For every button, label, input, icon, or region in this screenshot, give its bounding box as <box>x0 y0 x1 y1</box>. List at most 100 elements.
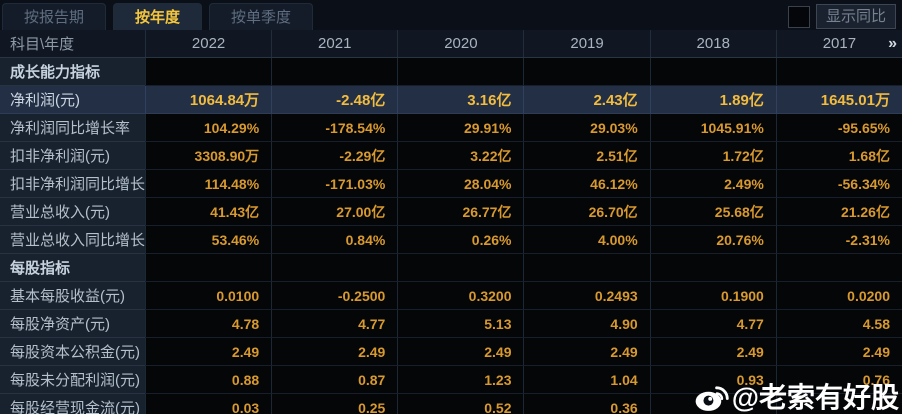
row-label: 基本每股收益(元) <box>0 282 145 310</box>
year-header: 2018 <box>649 30 776 57</box>
cell-value: 1.89亿 <box>649 86 776 114</box>
cell-value: 0.03 <box>145 394 272 414</box>
table-row: 每股未分配利润(元) 0.88 0.87 1.23 1.04 0.93 0.76 <box>0 366 902 394</box>
table-row: 净利润(元) 1064.84万 -2.48亿 3.16亿 2.43亿 1.89亿 1645.… <box>0 86 902 114</box>
cell-value <box>397 254 524 282</box>
cell-value: -2.48亿 <box>271 86 398 114</box>
cell-value: 2.49 <box>271 338 398 366</box>
cell-value: 0.76 <box>775 366 902 394</box>
cell-value: 29.91% <box>397 114 524 142</box>
cell-value: 21.26亿 <box>775 198 902 226</box>
table-row: 每股经营现金流(元) 0.03 0.25 0.52 0.36 <box>0 394 902 414</box>
row-label: 每股指标 <box>0 254 145 282</box>
cell-value: 114.48% <box>145 170 272 198</box>
cell-value <box>649 394 776 414</box>
cell-value: -56.34% <box>775 170 902 198</box>
cell-value: 2.49 <box>649 338 776 366</box>
cell-value: -178.54% <box>271 114 398 142</box>
cell-value: 0.2493 <box>523 282 650 310</box>
cell-value: 46.12% <box>523 170 650 198</box>
cell-value: -2.31% <box>775 226 902 254</box>
cell-value: 1.72亿 <box>649 142 776 170</box>
table-row: 营业总收入同比增长率53.46%0.84%0.26%4.00%20.76%-2.… <box>0 226 902 254</box>
cell-value: 1.68亿 <box>775 142 902 170</box>
cell-value: -95.65% <box>775 114 902 142</box>
row-label: 每股资本公积金(元) <box>0 338 145 366</box>
cell-value: -171.03% <box>271 170 398 198</box>
more-years-icon[interactable]: » <box>888 34 897 52</box>
tab-by-report-period[interactable]: 按报告期 <box>2 3 107 30</box>
cell-value: 0.26% <box>397 226 524 254</box>
period-tabbar: 按报告期 按年度 按单季度 显示同比 <box>0 0 902 30</box>
cell-value <box>775 394 902 414</box>
cell-value: 1645.01万 <box>775 86 902 114</box>
cell-value: -0.2500 <box>271 282 398 310</box>
row-label: 营业总收入同比增长率 <box>0 226 145 254</box>
show-yoy-label[interactable]: 显示同比 <box>815 4 896 29</box>
cell-value: 0.36 <box>523 394 650 414</box>
cell-value: 4.00% <box>523 226 650 254</box>
cell-value: 0.88 <box>145 366 272 394</box>
cell-value: 25.68亿 <box>649 198 776 226</box>
header-subject-year: 科目\年度 <box>10 36 75 53</box>
row-label: 每股经营现金流(元) <box>0 394 145 414</box>
cell-value: 0.93 <box>649 366 776 394</box>
cell-value <box>145 254 272 282</box>
cell-value: 5.13 <box>397 310 524 338</box>
row-label: 扣非净利润同比增长率 <box>0 170 145 198</box>
financial-table: 科目\年度 2022 2021 2020 2019 2018 2017» 成长能力指标 净利… <box>0 30 902 414</box>
row-label: 净利润同比增长率 <box>0 114 145 142</box>
cell-value: 4.77 <box>649 310 776 338</box>
year-header: 2022 <box>145 30 271 57</box>
cell-value: 3308.90万 <box>145 142 272 170</box>
cell-value: 41.43亿 <box>145 198 272 226</box>
cell-value: 3.22亿 <box>397 142 524 170</box>
cell-value: 1064.84万 <box>145 86 272 114</box>
cell-value: 4.58 <box>775 310 902 338</box>
cell-value: 3.16亿 <box>397 86 524 114</box>
cell-value: 53.46% <box>145 226 272 254</box>
cell-value <box>397 58 524 86</box>
cell-value <box>775 58 902 86</box>
tab-by-year[interactable]: 按年度 <box>113 3 203 30</box>
cell-value: 0.1900 <box>649 282 776 310</box>
tab-by-single-quarter[interactable]: 按单季度 <box>209 3 314 30</box>
cell-value: 4.90 <box>523 310 650 338</box>
row-label: 成长能力指标 <box>0 58 145 86</box>
cell-value <box>649 254 776 282</box>
cell-value: 20.76% <box>649 226 776 254</box>
cell-value: 27.00亿 <box>271 198 398 226</box>
table-row: 净利润同比增长率 104.29% -178.54% 29.91% 29.03% 1045.… <box>0 114 902 142</box>
show-yoy-control: 显示同比 <box>787 4 896 29</box>
cell-value <box>271 254 398 282</box>
cell-value: 1.23 <box>397 366 524 394</box>
cell-value: 26.70亿 <box>523 198 650 226</box>
cell-value: 2.49 <box>145 338 272 366</box>
cell-value: 0.3200 <box>397 282 524 310</box>
cell-value: 2.49 <box>397 338 524 366</box>
show-yoy-checkbox[interactable] <box>787 5 810 28</box>
cell-value: 4.78 <box>145 310 272 338</box>
cell-value: 29.03% <box>523 114 650 142</box>
cell-value: 2.51亿 <box>523 142 650 170</box>
cell-value: 4.77 <box>271 310 398 338</box>
table-row: 每股资本公积金(元) 2.49 2.49 2.49 2.49 2.49 2.49 <box>0 338 902 366</box>
row-label: 每股净资产(元) <box>0 310 145 338</box>
year-header: 2020 <box>397 30 523 57</box>
cell-value <box>523 58 650 86</box>
table-row: 扣非净利润(元) 3308.90万 -2.29亿 3.22亿 2.51亿 1.72亿 1.6… <box>0 142 902 170</box>
cell-value: 1045.91% <box>649 114 776 142</box>
cell-value: 1.04 <box>523 366 650 394</box>
cell-value <box>145 58 272 86</box>
cell-value: 2.49% <box>649 170 776 198</box>
table-row: 基本每股收益(元) 0.0100 -0.2500 0.3200 0.2493 0.1900… <box>0 282 902 310</box>
cell-value: 26.77亿 <box>397 198 524 226</box>
cell-value: 2.43亿 <box>523 86 650 114</box>
cell-value: 0.52 <box>397 394 524 414</box>
year-header: 2019 <box>523 30 649 57</box>
cell-value: 2.49 <box>523 338 650 366</box>
table-header-row: 科目\年度 2022 2021 2020 2019 2018 2017» <box>0 30 902 58</box>
year-header: 2017» <box>775 30 902 57</box>
cell-value: 0.87 <box>271 366 398 394</box>
